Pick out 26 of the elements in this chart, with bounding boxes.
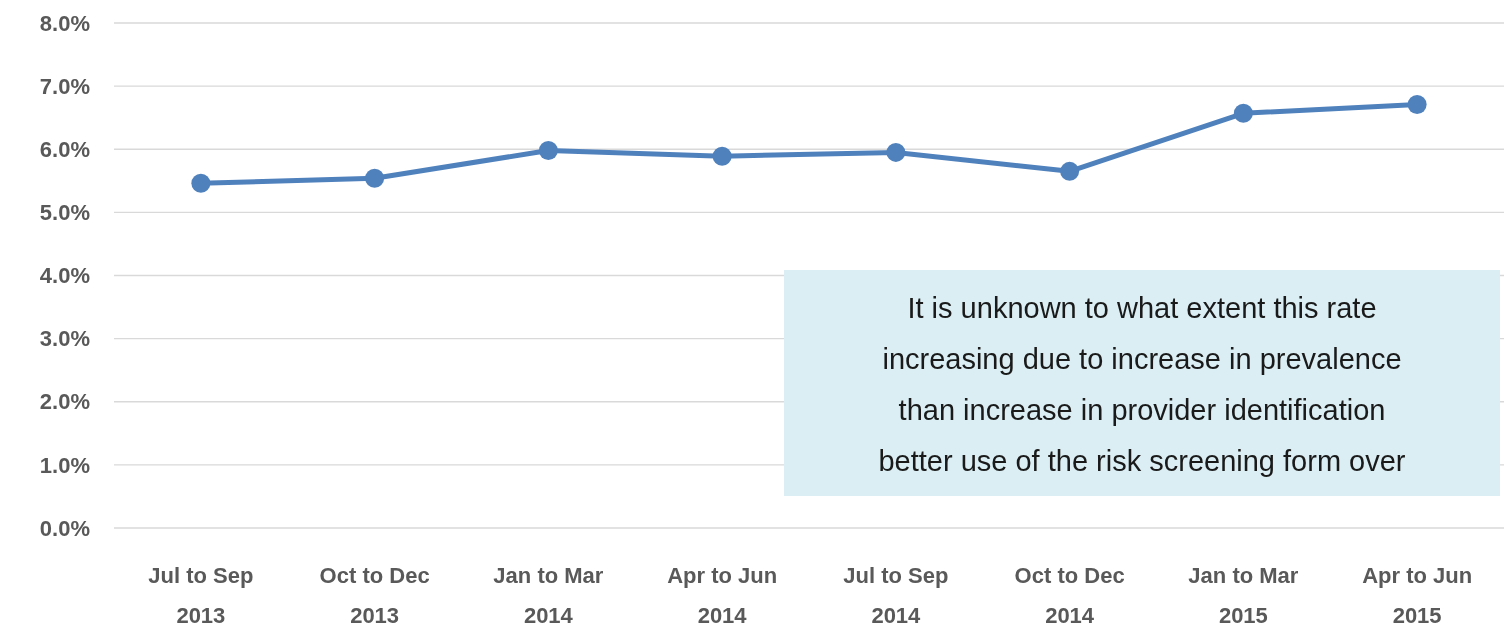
point [1060, 161, 1080, 181]
x-tick-label: Jan to Mar 2015 [1188, 563, 1299, 628]
y-tick-label: 8.0% [39, 10, 90, 36]
x-tick-label: Jan to Mar 2014 [493, 563, 604, 628]
point [365, 168, 385, 188]
annotation: It is unknown to what extent this rate increasing due to increase in prevalence than increase in provider identification better use of the risk screening form over [878, 292, 1406, 477]
x-tick-label: Oct to Dec 2013 [319, 563, 430, 628]
y-tick-label: 7.0% [39, 73, 90, 99]
point [1407, 94, 1427, 114]
y-tick-label: 0.0% [39, 515, 90, 541]
point [538, 141, 558, 161]
x-tick-label: Apr to Jun 2014 [667, 563, 778, 628]
point [191, 173, 211, 193]
point [886, 142, 906, 162]
point [712, 146, 732, 166]
x-tick-label: Jul to Sep 2014 [843, 563, 949, 628]
y-tick-label: 3.0% [39, 326, 90, 352]
y-tick-label: 5.0% [39, 200, 90, 226]
y-tick-label: 2.0% [39, 389, 90, 415]
point [1233, 103, 1253, 123]
y-tick-label: 6.0% [39, 136, 90, 162]
x-tick-label: Jul to Sep 2013 [148, 563, 254, 628]
x-tick-label: Oct to Dec 2014 [1014, 563, 1125, 628]
x-tick-label: Apr to Jun 2015 [1362, 563, 1473, 628]
y-tick-label: 4.0% [39, 263, 90, 289]
y-tick-label: 1.0% [39, 452, 90, 478]
